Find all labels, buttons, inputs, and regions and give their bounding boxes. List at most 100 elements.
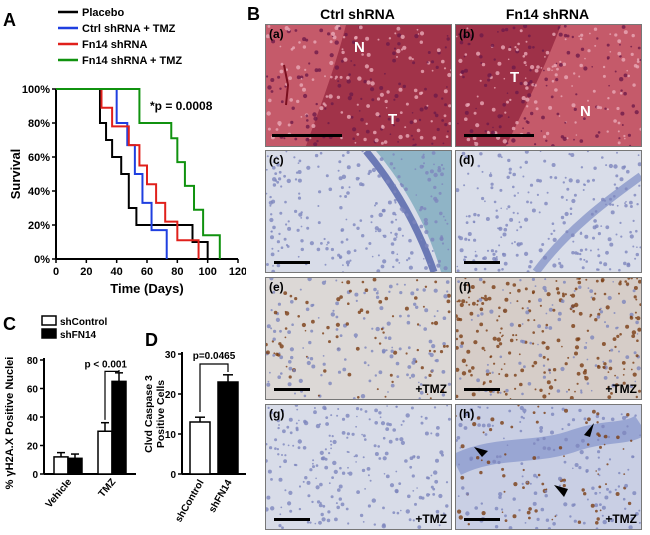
cell-nucleus — [470, 318, 473, 321]
cell-nucleus — [498, 306, 501, 310]
cell-nucleus — [616, 435, 620, 440]
cell-nucleus — [482, 280, 486, 284]
cell-nucleus — [579, 248, 583, 252]
cell-nucleus — [341, 59, 344, 63]
cell-nucleus — [563, 455, 565, 458]
micrograph-g: (g) +TMZ — [265, 404, 452, 530]
cell-nucleus — [365, 310, 370, 314]
cell-nucleus — [615, 174, 619, 178]
cell-nucleus — [450, 69, 451, 72]
cell-nucleus — [519, 405, 524, 411]
cell-nucleus — [474, 141, 476, 144]
y-tick-label: 80 — [27, 356, 39, 367]
bar — [189, 421, 211, 475]
cell-nucleus — [615, 233, 618, 236]
cell-nucleus — [311, 319, 315, 324]
cell-nucleus — [474, 250, 477, 253]
cell-nucleus — [489, 393, 492, 396]
cell-nucleus — [500, 327, 503, 330]
cell-nucleus — [585, 342, 588, 344]
cell-nucleus — [395, 218, 398, 221]
cell-nucleus — [539, 304, 542, 307]
cell-nucleus — [570, 233, 575, 238]
cell-nucleus — [518, 361, 522, 365]
cell-nucleus — [632, 361, 635, 364]
cell-nucleus — [368, 379, 372, 383]
cell-nucleus — [572, 309, 576, 313]
cell-nucleus — [361, 280, 365, 284]
cell-nucleus — [396, 511, 400, 515]
cell-nucleus — [521, 392, 524, 396]
cell-nucleus — [608, 349, 611, 352]
cell-nucleus — [368, 169, 372, 174]
cell-nucleus — [277, 453, 280, 456]
cell-nucleus — [428, 263, 431, 266]
cell-nucleus — [354, 292, 359, 297]
cell-nucleus — [322, 362, 326, 366]
cell-nucleus — [613, 119, 617, 123]
cell-nucleus — [555, 78, 559, 82]
cell-nucleus — [456, 394, 459, 399]
cell-nucleus — [404, 126, 407, 129]
cell-nucleus — [524, 160, 528, 164]
cell-nucleus — [584, 234, 589, 239]
cell-nucleus — [300, 116, 303, 118]
cell-nucleus — [478, 406, 482, 409]
cell-nucleus — [528, 507, 532, 511]
cell-nucleus — [371, 327, 374, 330]
cell-nucleus — [529, 80, 533, 84]
ihc-stain-texture — [456, 151, 641, 272]
scale-bar — [464, 261, 500, 264]
cell-nucleus — [348, 289, 352, 293]
cell-nucleus — [413, 359, 416, 362]
cell-nucleus — [552, 368, 557, 372]
cell-nucleus — [631, 104, 635, 108]
cell-nucleus — [266, 111, 271, 116]
cell-nucleus — [322, 355, 325, 357]
cell-nucleus — [382, 456, 387, 461]
cell-nucleus — [504, 373, 509, 378]
cell-nucleus — [639, 127, 641, 131]
cell-nucleus — [516, 300, 519, 303]
cell-nucleus — [324, 448, 327, 451]
cell-nucleus — [517, 42, 520, 46]
cell-nucleus — [498, 315, 501, 318]
cell-nucleus — [374, 204, 376, 207]
cell-nucleus — [312, 112, 317, 117]
cell-nucleus — [622, 381, 626, 385]
cell-nucleus — [389, 483, 395, 488]
cell-nucleus — [459, 447, 462, 449]
cell-nucleus — [304, 329, 307, 332]
micrograph-label-g: (g) — [269, 407, 285, 421]
panel-letter-d: D — [145, 330, 158, 350]
x-tick-label: 100 — [198, 266, 216, 278]
cell-nucleus — [492, 459, 497, 464]
cell-nucleus — [423, 207, 427, 211]
cell-nucleus — [284, 311, 290, 316]
cell-nucleus — [348, 471, 353, 476]
cell-nucleus — [461, 151, 466, 156]
cell-nucleus — [390, 231, 393, 234]
cell-nucleus — [500, 114, 503, 118]
cell-nucleus — [380, 421, 386, 426]
cell-nucleus — [523, 25, 528, 29]
cell-nucleus — [398, 87, 403, 92]
cell-nucleus — [507, 205, 511, 209]
cell-nucleus — [603, 199, 607, 202]
cell-nucleus — [379, 306, 384, 311]
cell-nucleus — [502, 139, 507, 144]
cell-nucleus — [475, 107, 477, 110]
cell-nucleus — [340, 186, 344, 190]
cell-nucleus — [632, 83, 636, 87]
cell-nucleus — [373, 130, 377, 135]
cell-nucleus — [267, 406, 270, 409]
cell-nucleus — [587, 49, 591, 53]
y-tick-label: 20 — [27, 442, 39, 453]
cell-nucleus — [529, 482, 532, 485]
cell-nucleus — [390, 242, 395, 246]
cell-nucleus — [319, 450, 324, 455]
cell-nucleus — [637, 46, 641, 50]
cell-nucleus — [276, 263, 281, 268]
cell-nucleus — [576, 278, 578, 280]
